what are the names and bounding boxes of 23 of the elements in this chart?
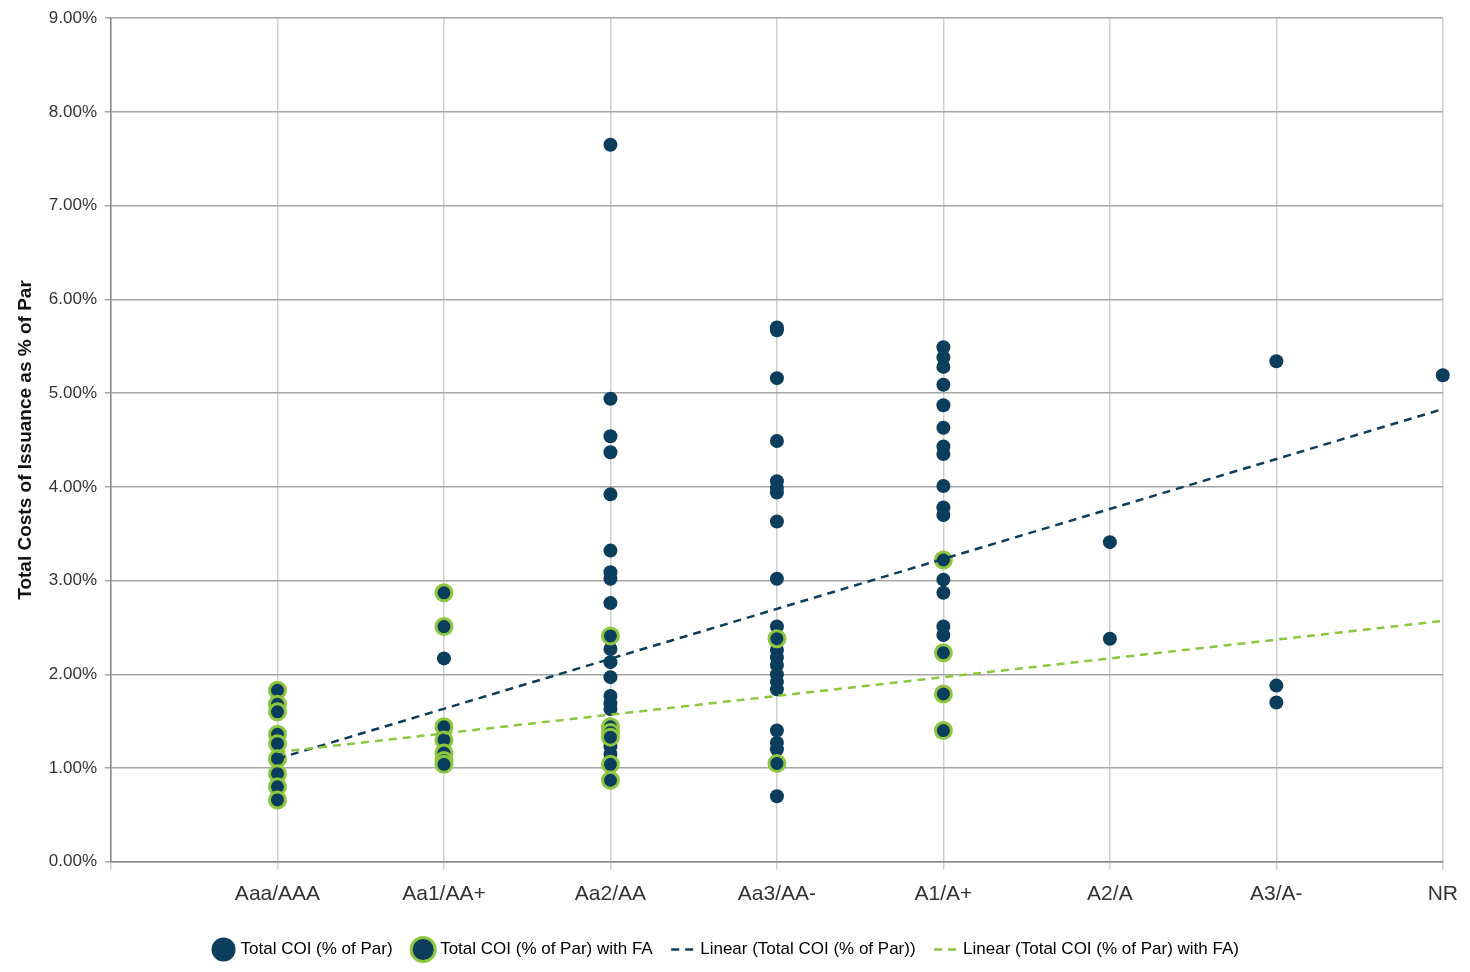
legend-label: Total COI (% of Par) with FA [440,939,654,959]
y-tick-label: 7.00% [48,195,97,215]
x-tick-label: Aa3/AA- [737,881,817,905]
y-axis-title: Total Costs of Issuance as % of Par [13,279,35,600]
y-tick-label: 2.00% [48,664,97,684]
y-tick-label: 6.00% [48,289,97,309]
legend-label: Linear (Total COI (% of Par) with FA) [963,939,1239,959]
x-tick-label: Aaa/AAA [234,881,321,905]
x-tick-label: A1/A+ [914,881,973,905]
x-tick-label: Aa2/AA [574,881,647,905]
legend-label: Linear (Total COI (% of Par)) [700,939,916,959]
y-tick-label: 3.00% [48,570,97,590]
x-tick-label: A3/A- [1250,881,1303,905]
y-tick-label: 0.00% [48,851,97,871]
y-tick-label: 4.00% [48,476,97,496]
y-tick-label: 8.00% [48,101,97,121]
y-tick-label: 1.00% [48,757,97,777]
y-tick-label: 5.00% [48,382,97,402]
y-tick-label: 9.00% [48,7,97,27]
x-tick-label: Aa1/AA+ [402,881,486,905]
x-tick-label: NR [1427,881,1459,905]
x-tick-label: A2/A [1087,881,1133,905]
legend-label: Total COI (% of Par) [240,939,393,959]
